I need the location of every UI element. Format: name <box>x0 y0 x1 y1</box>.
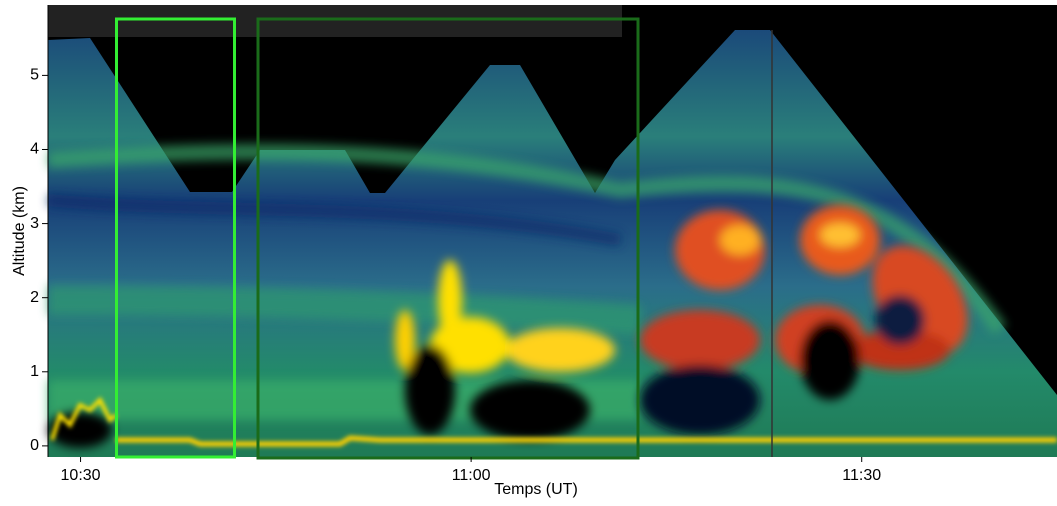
highlight-box <box>115 17 236 459</box>
y-tick-label: 4 <box>30 141 39 158</box>
x-axis-label: Temps (UT) <box>494 481 578 498</box>
x-tick-label: 10:30 <box>61 467 101 484</box>
lidar-image <box>47 5 1057 457</box>
x-tick-label: 11:30 <box>842 467 881 484</box>
y-tick-label: 2 <box>30 289 39 306</box>
x-tick-label: 11:00 <box>452 467 491 484</box>
y-tick-label: 5 <box>30 67 39 84</box>
y-tick-label: 3 <box>30 215 39 232</box>
y-tick-label: 0 <box>30 437 39 454</box>
highlight-box <box>256 17 640 460</box>
y-axis-label: Altitude (km) <box>11 186 28 276</box>
y-tick-label: 1 <box>30 363 39 380</box>
